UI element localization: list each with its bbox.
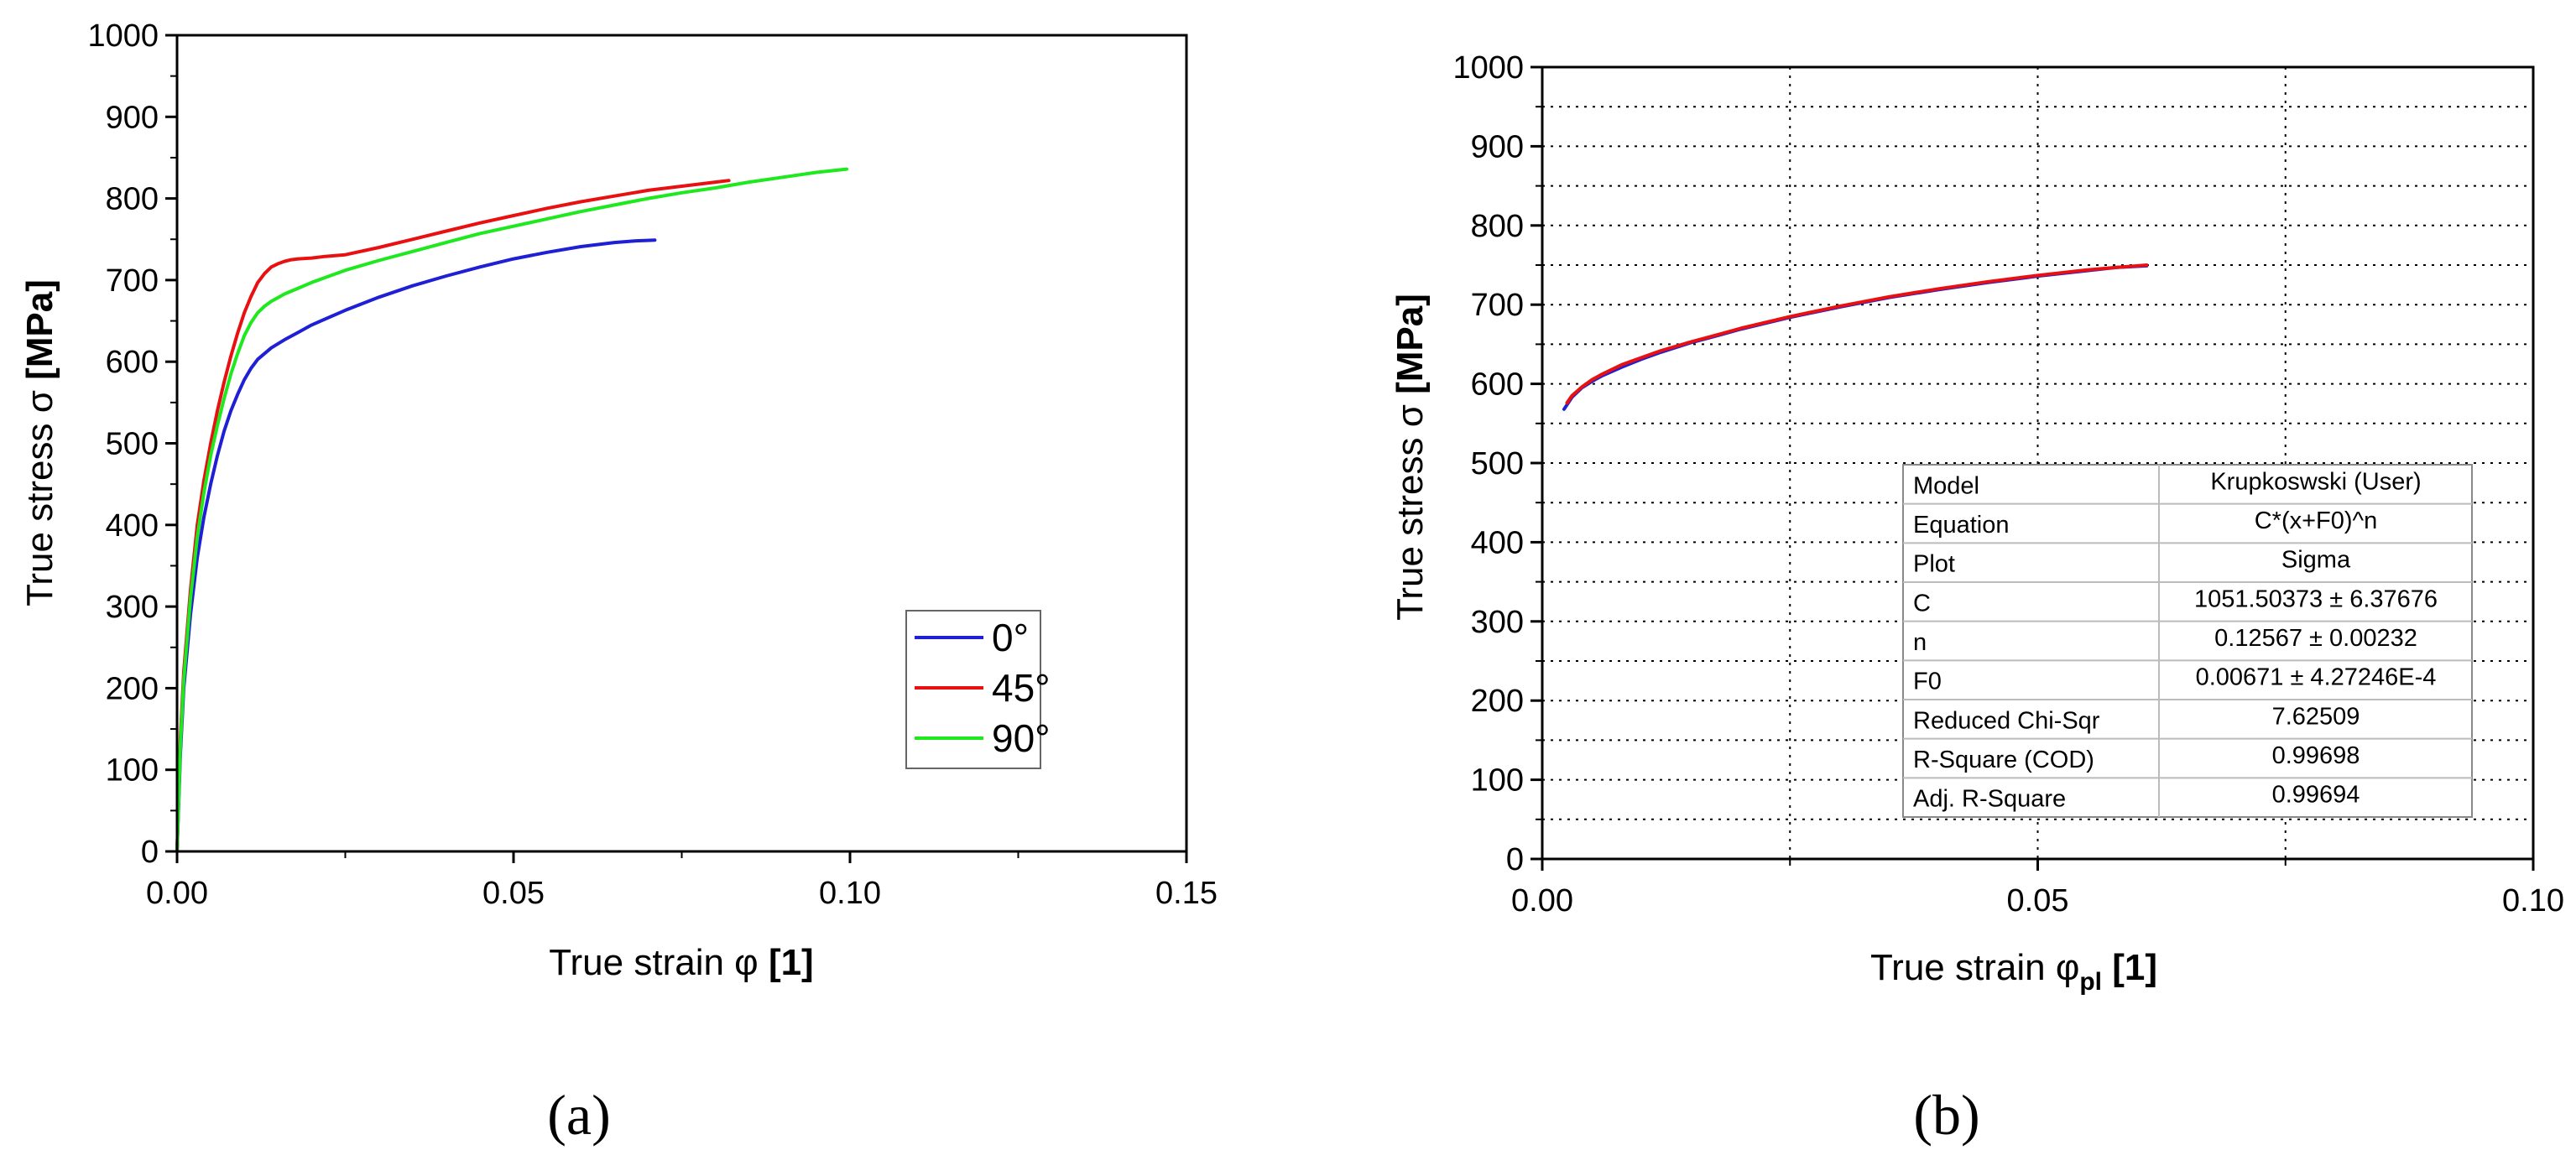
y-tick-label: 700: [106, 263, 159, 299]
series-line-1: [1565, 263, 2149, 405]
y-tick-label: 100: [1471, 763, 1524, 799]
panel-label-b: (b): [1913, 1083, 1979, 1147]
table-key: Model: [1913, 472, 1979, 499]
table-key: C: [1913, 590, 1931, 617]
chart-a-y-axis-title: True stress σ [MPa]: [19, 279, 60, 606]
chart-a-y-axis: 0 100 200 300 400 500 600 700 800 900 1000: [87, 18, 177, 870]
y-tick-label: 900: [1471, 129, 1524, 164]
table-key: F0: [1913, 669, 1942, 695]
y-tick-label: 200: [1471, 684, 1524, 719]
table-value: Sigma: [2281, 547, 2351, 574]
y-tick-label: 400: [1471, 525, 1524, 560]
chart-a-x-axis: 0.00 0.05 0.10 0.15: [146, 851, 1218, 911]
x-tick-label: 0.00: [1511, 883, 1573, 919]
y-tick-label: 800: [106, 182, 159, 217]
y-tick-label: 300: [1471, 605, 1524, 640]
y-tick-label: 400: [106, 508, 159, 544]
x-tick-label: 0.10: [819, 876, 881, 911]
series-line-0deg: [175, 238, 657, 853]
x-tick-label: 0.15: [1155, 876, 1218, 911]
series-line-0: [1562, 263, 2149, 411]
x-tick-label: 0.05: [482, 876, 545, 911]
table-key: Plot: [1913, 551, 1955, 578]
series-line-90deg: [175, 167, 848, 853]
table-value: 0.00671 ± 4.27246E-4: [2196, 664, 2437, 691]
chart-a-legend: 0° 45° 90°: [905, 610, 1051, 769]
x-tick-label: 0.10: [2502, 883, 2564, 919]
y-tick-label: 300: [106, 590, 159, 625]
table-value: Krupkoswski (User): [2210, 468, 2421, 495]
y-tick-label: 600: [106, 345, 159, 380]
y-tick-label: 900: [106, 100, 159, 135]
table-key: R-Square (COD): [1913, 747, 2094, 773]
table-value: 7.62509: [2272, 703, 2360, 730]
y-tick-label: 0: [141, 835, 159, 870]
chart-a-x-axis-title: True strain φ [1]: [549, 942, 813, 983]
y-tick-label: 200: [106, 671, 159, 706]
y-tick-label: 800: [1471, 209, 1524, 244]
y-tick-label: 500: [1471, 446, 1524, 481]
legend-label: 0°: [992, 616, 1029, 659]
legend-label: 90°: [992, 716, 1051, 760]
table-value: 1051.50373 ± 6.37676: [2194, 586, 2438, 612]
table-value: 0.99694: [2272, 782, 2360, 809]
table-key: n: [1913, 629, 1927, 656]
x-tick-label: 0.05: [2007, 883, 2069, 919]
y-tick-label: 700: [1471, 288, 1524, 323]
y-tick-label: 500: [106, 427, 159, 462]
table-key: Reduced Chi-Sqr: [1913, 707, 2100, 734]
chart-a-series: [175, 167, 848, 853]
y-tick-label: 1000: [87, 18, 159, 54]
y-tick-label: 1000: [1452, 50, 1524, 86]
chart-b-y-axis-title: True stress σ [MPa]: [1390, 294, 1431, 621]
table-value: C*(x+F0)^n: [2255, 507, 2378, 534]
legend-label: 45°: [992, 666, 1051, 710]
chart-b-x-axis-title: True strain φpl [1]: [1870, 947, 2157, 996]
fit-results-table: Model Krupkoswski (User) Equation C*(x+F0)^…: [1902, 464, 2473, 818]
series-line-45deg: [175, 179, 731, 853]
table-key: Equation: [1913, 512, 2010, 539]
table-value: 0.12567 ± 0.00232: [2214, 625, 2417, 652]
fit-results-table-frame: [1902, 464, 2473, 818]
table-value: 0.99698: [2272, 742, 2360, 769]
chart-b-y-axis: 0 100 200 300 400 500 600 700 800 900 1000: [1452, 50, 1542, 877]
chart-b-x-axis: 0.00 0.05 0.10: [1511, 859, 2564, 919]
panel-label-a: (a): [547, 1083, 610, 1147]
chart-b-series: [1562, 263, 2149, 411]
table-key: Adj. R-Square: [1913, 786, 2066, 813]
y-tick-label: 0: [1506, 842, 1524, 877]
y-tick-label: 600: [1471, 367, 1524, 403]
x-tick-label: 0.00: [146, 876, 208, 911]
y-tick-label: 100: [106, 753, 159, 788]
